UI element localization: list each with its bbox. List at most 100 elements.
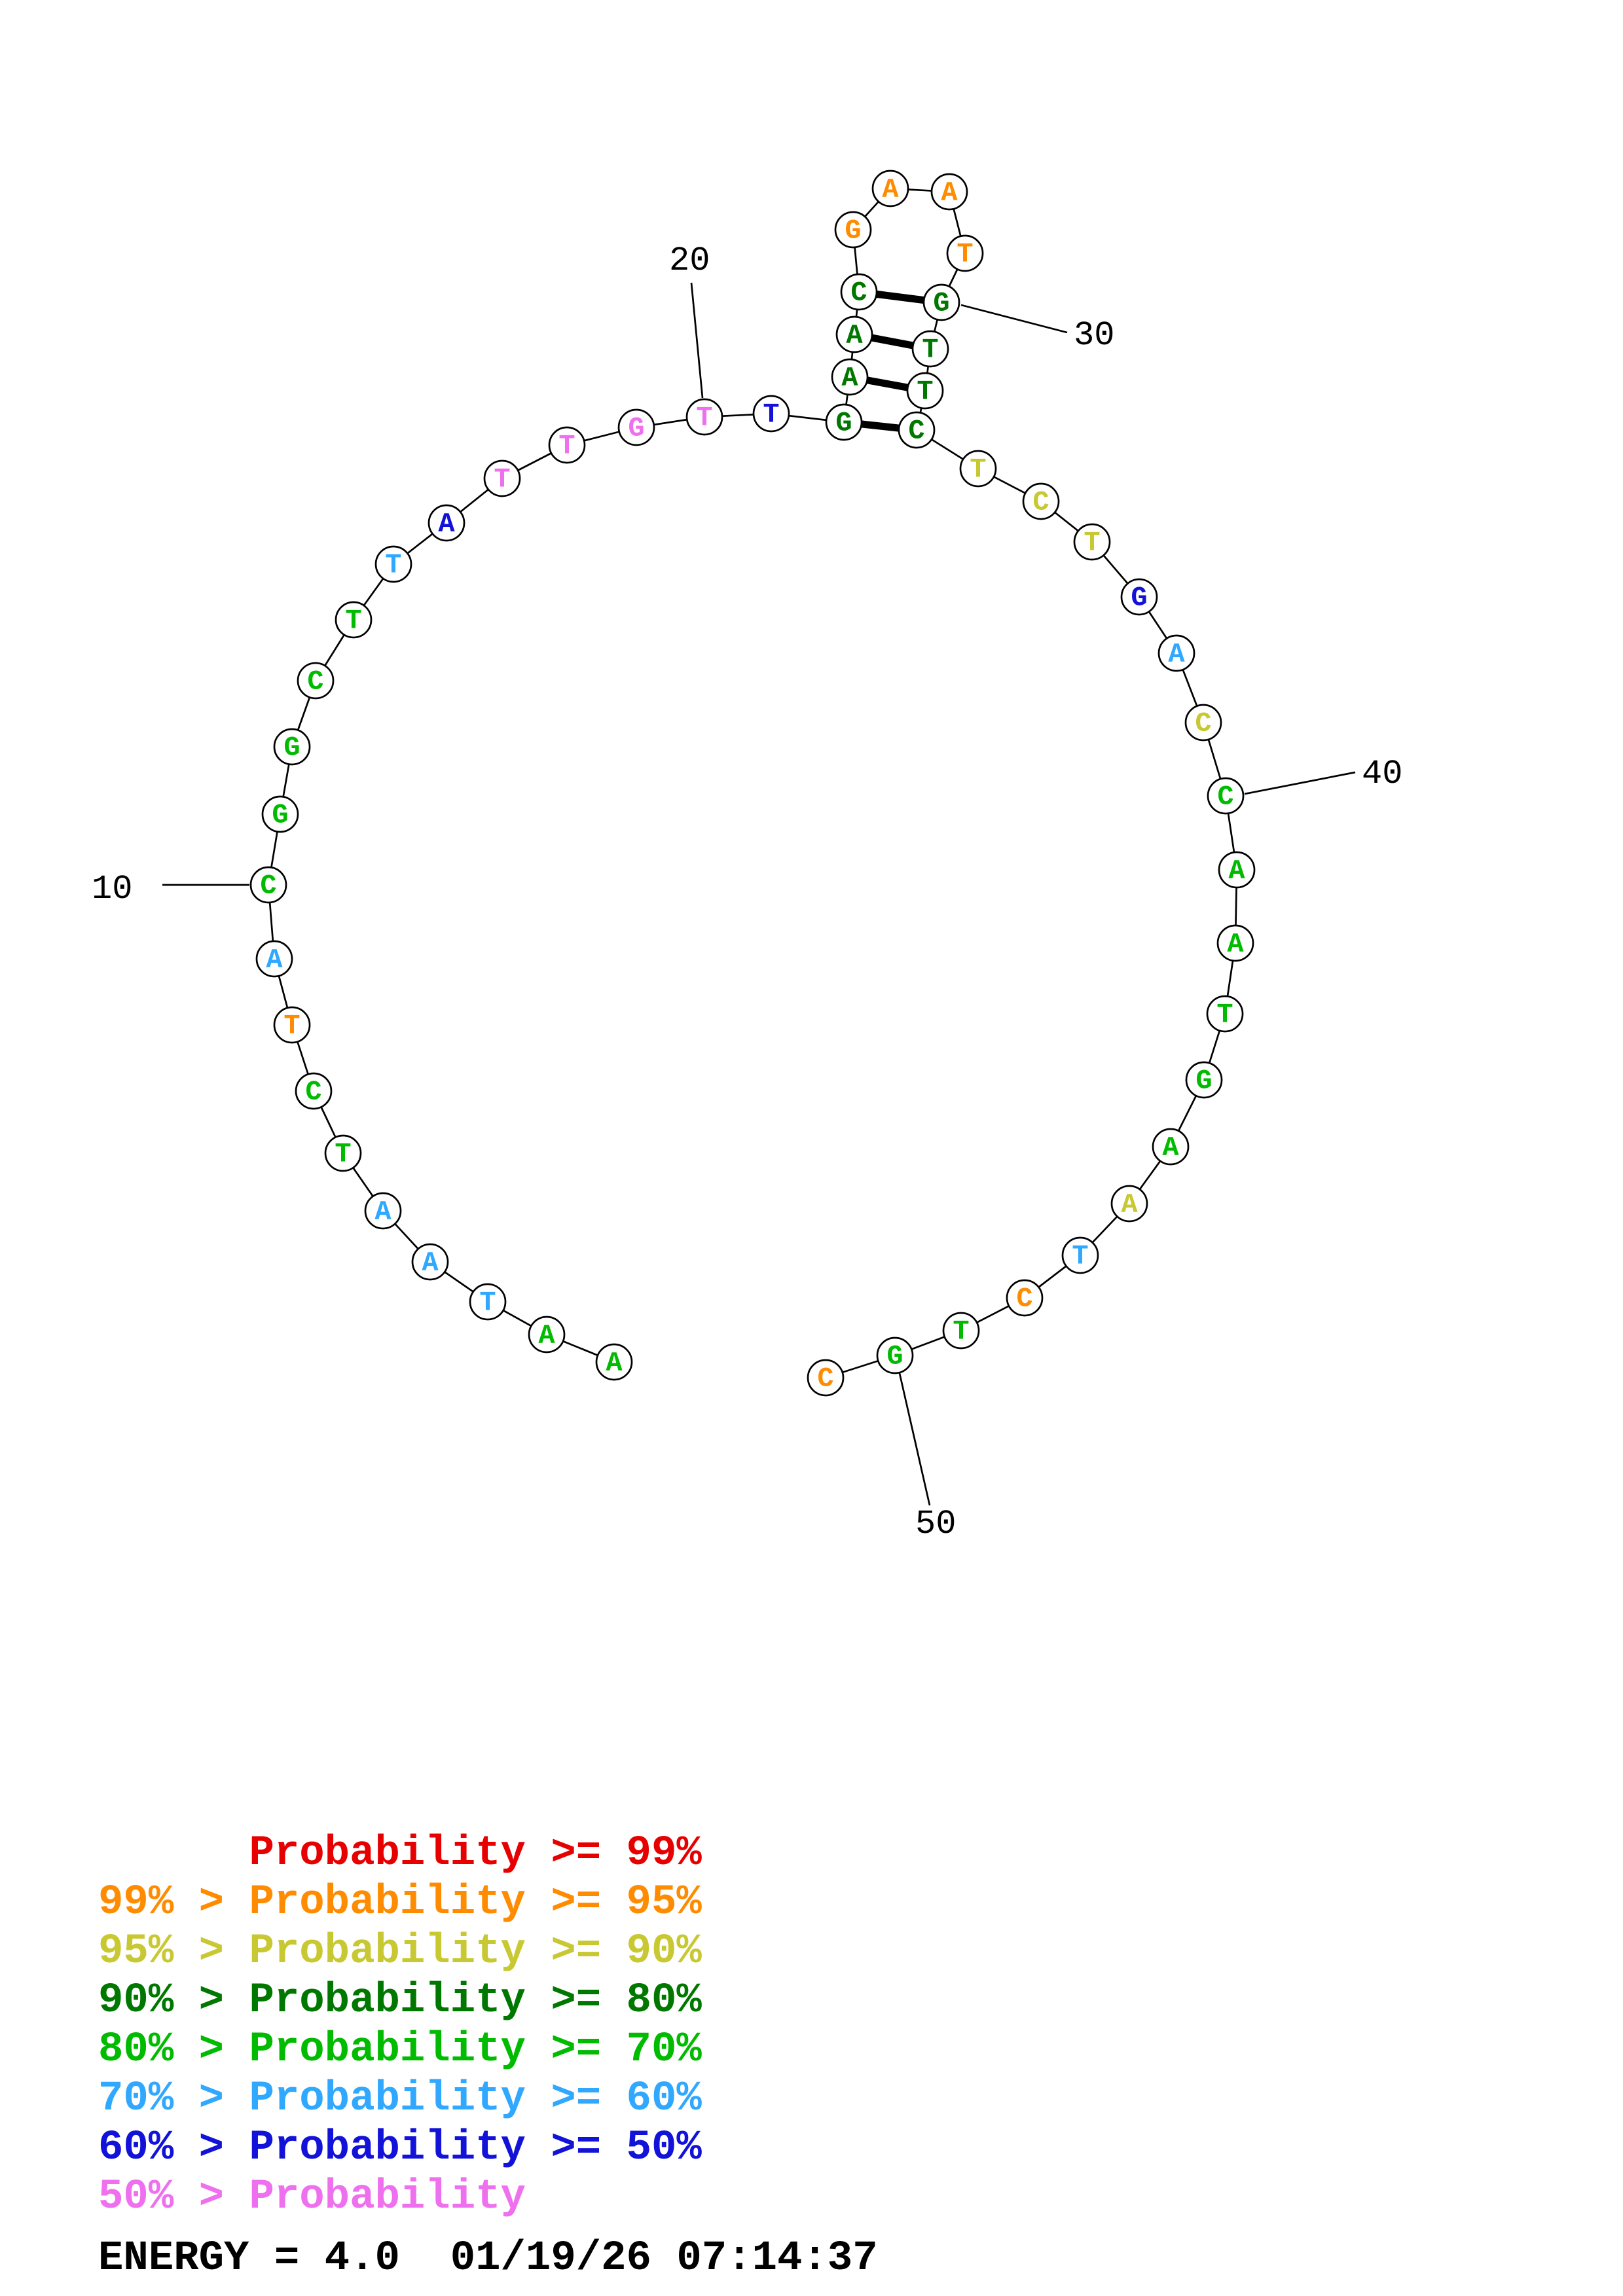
leader-line-40	[1244, 771, 1356, 795]
base-circle-38	[1158, 634, 1195, 672]
base-circle-5	[364, 1192, 402, 1230]
base-circle-26	[834, 211, 872, 249]
base-circle-14	[335, 601, 373, 639]
base-5-A: A	[374, 1196, 392, 1228]
base-35-C: C	[1032, 487, 1049, 518]
base-42-A: A	[1227, 929, 1244, 960]
base-circle-35	[1022, 482, 1060, 520]
leader-line-30	[960, 304, 1068, 334]
base-27-A: A	[882, 174, 899, 206]
base-circle-51	[807, 1359, 845, 1397]
base-12-G: G	[283, 732, 300, 764]
base-circle-2	[528, 1316, 566, 1354]
legend-row-p95: 99% > Probability >= 95%	[98, 1879, 702, 1926]
base-circle-27	[871, 170, 909, 207]
legend-row-p99: Probability >= 99%	[98, 1830, 702, 1877]
legend-row-plt50: 50% > Probability	[98, 2174, 526, 2221]
base-circle-43	[1206, 995, 1244, 1033]
base-13-C: C	[307, 666, 323, 698]
base-circle-30	[922, 283, 960, 321]
base-circle-25	[840, 273, 878, 311]
probability-legend: Probability >= 99% 99% > Probability >= 9…	[98, 1829, 702, 2222]
position-label-10: 10	[92, 870, 132, 908]
base-3-T: T	[479, 1287, 496, 1319]
base-circle-1	[595, 1343, 633, 1381]
base-circle-41	[1218, 851, 1256, 889]
base-circle-6	[324, 1134, 362, 1172]
base-7-C: C	[305, 1077, 321, 1108]
base-34-T: T	[970, 454, 986, 486]
base-circle-18	[548, 426, 586, 464]
base-circle-21	[752, 395, 790, 433]
base-41-A: A	[1228, 855, 1245, 887]
base-38-A: A	[1168, 639, 1185, 670]
base-circle-37	[1120, 578, 1158, 616]
base-16-A: A	[438, 509, 455, 540]
base-15-T: T	[385, 550, 401, 581]
base-21-T: T	[763, 399, 779, 431]
base-50-G: G	[886, 1341, 903, 1372]
base-51-C: C	[817, 1363, 833, 1395]
legend-row-p60: 70% > Probability >= 60%	[98, 2075, 702, 2123]
base-circle-40	[1207, 777, 1245, 815]
base-circle-11	[261, 795, 299, 833]
base-30-G: G	[933, 288, 949, 319]
base-circle-45	[1152, 1128, 1190, 1166]
base-44-G: G	[1195, 1066, 1212, 1097]
base-circle-48	[1006, 1279, 1044, 1317]
base-19-G: G	[628, 413, 644, 444]
base-22-G: G	[835, 408, 852, 439]
base-32-T: T	[917, 376, 933, 408]
base-1-A: A	[606, 1348, 623, 1379]
legend-row-p70: 80% > Probability >= 70%	[98, 2026, 702, 2073]
base-31-T: T	[922, 334, 938, 366]
base-circle-12	[273, 728, 311, 766]
base-circle-46	[1110, 1185, 1148, 1223]
base-circle-36	[1073, 523, 1111, 561]
base-37-G: G	[1131, 583, 1147, 614]
base-circle-28	[930, 173, 968, 211]
base-23-A: A	[841, 363, 858, 394]
base-circle-22	[825, 403, 863, 441]
base-circle-33	[898, 411, 936, 449]
base-circle-50	[876, 1336, 914, 1374]
base-circle-24	[835, 315, 873, 353]
position-label-50: 50	[915, 1505, 956, 1543]
leader-line-20	[690, 282, 704, 399]
base-43-T: T	[1216, 999, 1233, 1031]
base-circle-15	[374, 545, 412, 583]
base-circle-44	[1185, 1061, 1223, 1099]
base-circle-10	[249, 866, 287, 904]
base-circle-23	[831, 358, 869, 396]
base-25-C: C	[850, 278, 867, 309]
leader-line-50	[898, 1372, 931, 1506]
base-circle-32	[906, 372, 944, 410]
base-20-T: T	[696, 403, 712, 434]
base-circle-16	[428, 504, 465, 542]
position-label-30: 30	[1074, 316, 1114, 355]
base-49-T: T	[953, 1316, 969, 1348]
base-14-T: T	[345, 605, 361, 637]
base-circle-49	[942, 1312, 980, 1350]
base-45-A: A	[1162, 1132, 1179, 1164]
base-39-C: C	[1195, 708, 1211, 740]
base-48-C: C	[1016, 1283, 1032, 1315]
base-4-A: A	[422, 1247, 439, 1279]
energy-line: ENERGY = 4.0 01/19/26 07:14:37	[98, 2235, 878, 2282]
position-label-40: 40	[1362, 755, 1402, 793]
base-26-G: G	[845, 215, 861, 247]
base-9-A: A	[266, 944, 283, 976]
base-circle-9	[255, 940, 293, 978]
base-circle-20	[685, 398, 723, 436]
base-circle-39	[1184, 704, 1222, 742]
base-circle-8	[273, 1006, 311, 1044]
base-circle-17	[483, 459, 521, 497]
base-17-T: T	[494, 464, 510, 495]
position-label-20: 20	[669, 242, 710, 280]
base-circle-19	[617, 408, 655, 446]
base-circle-3	[469, 1283, 507, 1321]
base-6-T: T	[335, 1139, 351, 1170]
base-circle-31	[911, 330, 949, 368]
base-circle-7	[295, 1072, 333, 1110]
